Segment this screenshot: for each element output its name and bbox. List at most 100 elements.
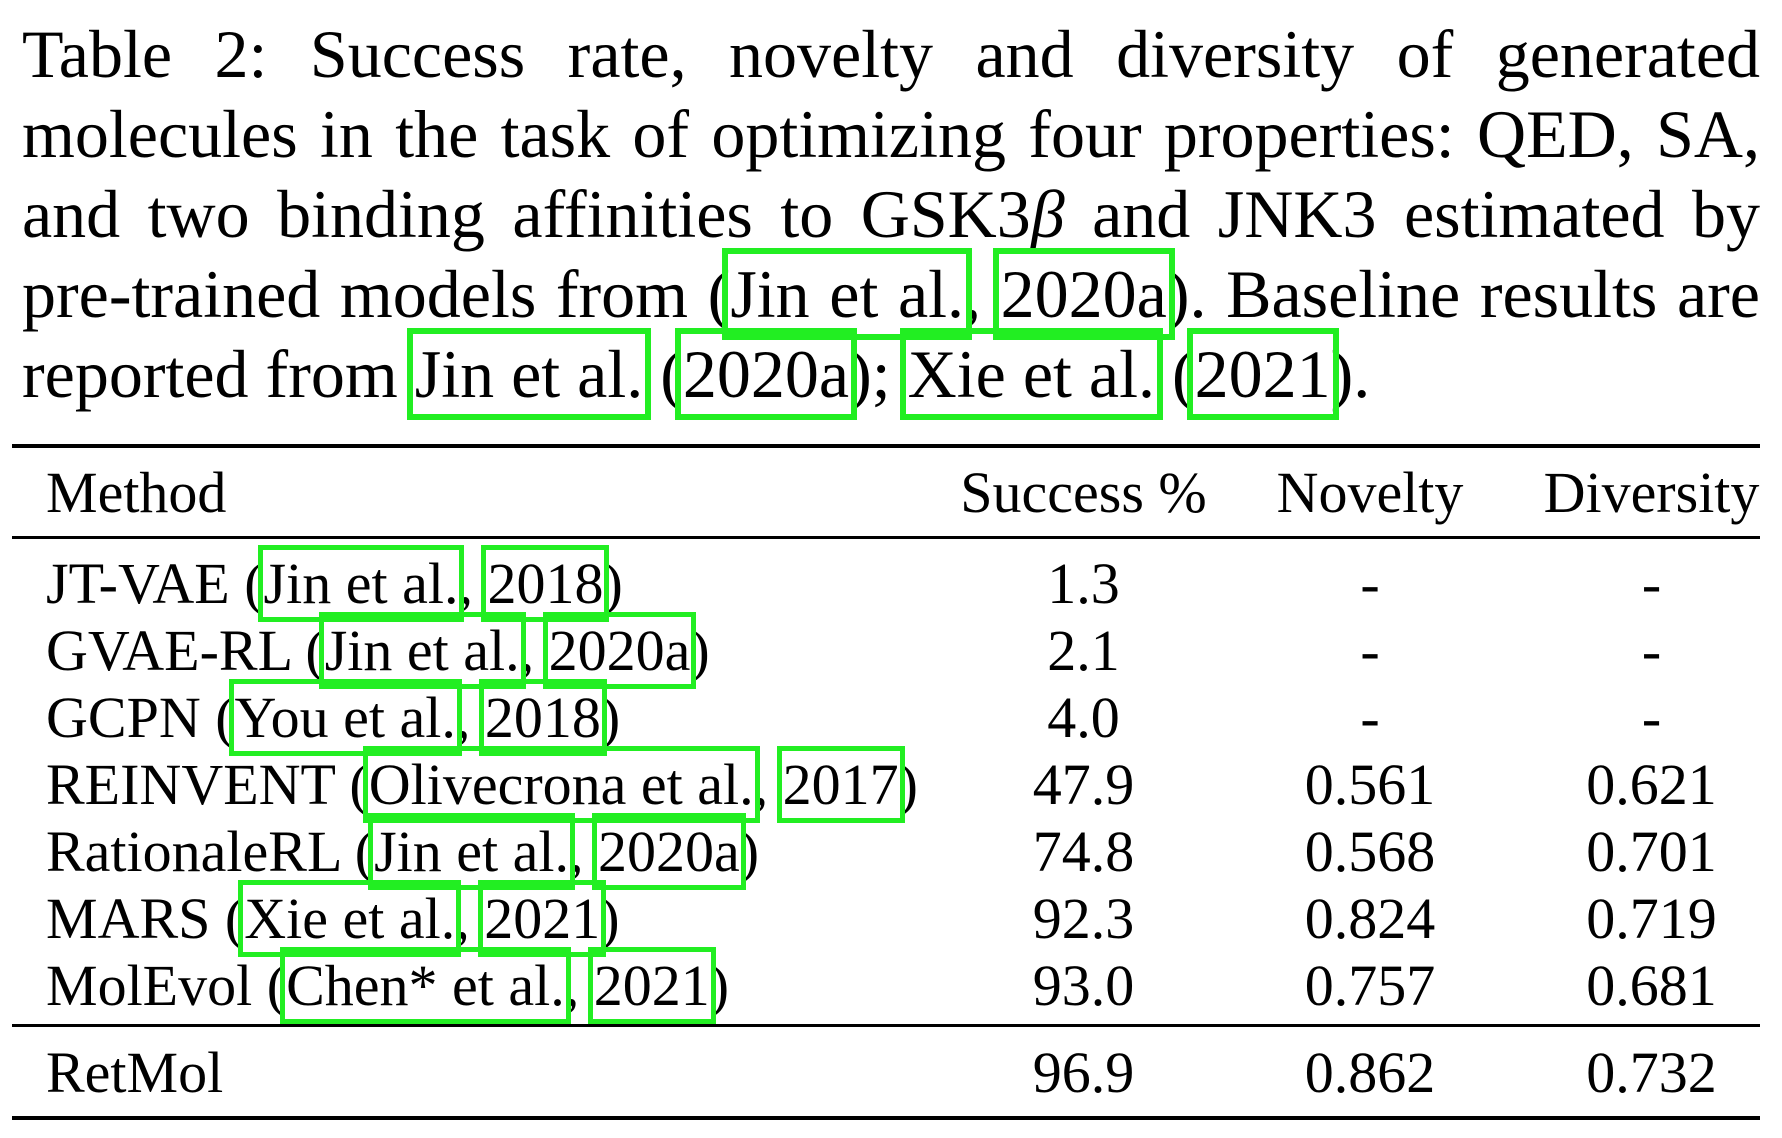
beta-symbol: β [1030,176,1065,252]
novelty-cell: - [1360,685,1380,750]
method-cell: GCPN (You et al., 2018) [12,679,936,756]
citation-open-paren: ( [340,819,375,884]
diversity-cell: 0.681 [1586,953,1717,1018]
results-table-body: JT-VAE (Jin et al., 2018) 1.3- - GVAE-RL (J… [12,545,1782,1024]
method-name: GCPN [46,685,201,750]
final-success: 96.9 [1032,1039,1135,1105]
citation-author-link[interactable]: Jin et al. [722,248,973,340]
citation-author-link[interactable]: Xie et al. [899,328,1163,420]
table-row: MolEvol (Chen* et al., 2021) 93.0 0.757 0.6… [12,947,1782,1024]
success-cell: 1.3 [1047,551,1120,616]
citation-close-paren: ) [600,886,620,951]
citation-separator: , [458,551,488,616]
novelty-cell: - [1360,551,1380,616]
citation-open-paren: ( [200,685,235,750]
header-row: Method Success % Novelty Diversity [12,454,1782,530]
final-diversity: 0.732 [1586,1039,1717,1105]
method-name: JT-VAE [46,551,230,616]
novelty-cell: 0.568 [1304,819,1436,884]
citation-open-paren: ( [643,336,683,412]
method-name: MARS [46,886,211,951]
diversity-cell: - [1641,685,1662,750]
method-cell: MolEvol (Chen* et al., 2021) [12,947,936,1024]
citation-open-paren: ( [229,551,264,616]
citation-year-link[interactable]: 2021 [478,880,607,957]
citation-author-link[interactable]: Jin et al. [257,545,465,622]
citation-close-paren: ) [690,618,710,683]
citation-author-link[interactable]: Jin et al. [368,813,575,890]
table-row: GVAE-RL (Jin et al., 2020a) 2.1 - - [12,612,1782,689]
final-novelty: 0.862 [1304,1039,1436,1105]
citation-author-link[interactable]: Chen* et al. [280,947,571,1024]
citation-separator: , [568,819,598,884]
caption-text-d: ); [849,336,908,412]
success-cell: 74.8 [1032,819,1135,884]
table-separator-rule [12,1024,1760,1027]
citation-year-link[interactable]: 2018 [481,545,610,622]
citation-year-link[interactable]: 2017 [776,746,905,823]
method-name: RationaleRL [46,819,341,884]
results-table: JT-VAE (Jin et al., 2018) 1.3- - GVAE-RL (J… [12,545,1782,1024]
citation-close-paren: ) [709,953,730,1018]
method-cell: GVAE-RL (Jin et al., 2020a) [12,612,936,689]
table-header-rule [12,536,1760,539]
citation-separator: , [519,618,549,683]
citation-year-link[interactable]: 2020a [674,328,858,420]
citation-separator: , [753,752,783,817]
diversity-cell: - [1641,551,1662,616]
final-method: RetMol [46,1039,224,1105]
diversity-cell: 0.719 [1586,886,1717,951]
citation-year-link[interactable]: 2020a [992,248,1175,340]
caption-text-c: ). Baseline results are reported from [22,256,1760,412]
table-row: MARS (Xie et al., 2021) 92.3 0.824 0.719 [12,880,1782,957]
citation-separator: , [455,886,485,951]
table-row: RationaleRL (Jin et al., 2020a) 74.8 0.568… [12,813,1782,890]
table-top-rule [12,444,1760,448]
citation-year-link[interactable]: 2021 [1186,328,1339,420]
citation-open-paren: ( [210,886,245,951]
header-success: Success % [960,459,1207,525]
diversity-cell: 0.701 [1586,819,1717,884]
method-cell: REINVENT (Olivecrona et al., 2017) [12,746,936,823]
method-name: REINVENT [46,752,335,817]
diversity-cell: 0.621 [1586,752,1717,817]
citation-author-link[interactable]: Jin et al. [406,328,652,420]
novelty-cell: - [1360,618,1380,683]
citation-open-paren: ( [1154,336,1195,412]
success-cell: 93.0 [1032,953,1135,1018]
method-cell: RationaleRL (Jin et al., 2020a) [12,813,936,890]
citation-separator: , [564,953,594,1018]
caption-label: Table 2: [22,16,268,92]
citation-author-link[interactable]: You et al. [228,679,462,756]
citation-year-link[interactable]: 2020a [542,612,697,689]
caption-text-e: ). [1330,336,1371,412]
citation-close-paren: ) [603,551,623,616]
method-cell: JT-VAE (Jin et al., 2018) [12,545,936,622]
citation-separator: , [964,256,1001,332]
final-result-table: RetMol 96.9 0.862 0.732 [12,1034,1782,1110]
header-novelty: Novelty [1276,459,1464,525]
citation-author-link[interactable]: Olivecrona et al. [362,746,760,823]
table-header: Method Success % Novelty Diversity [12,454,1782,530]
final-row: RetMol 96.9 0.862 0.732 [12,1034,1782,1110]
citation-author-link[interactable]: Xie et al. [238,880,462,957]
success-cell: 92.3 [1032,886,1135,951]
caption-text-b: and JNK3 estimated by pre-trained models… [22,176,1761,332]
citation-close-paren: ) [739,819,760,884]
table-row: REINVENT (Olivecrona et al., 2017) 47.9 0.… [12,746,1782,823]
citation-open-paren: ( [252,953,287,1018]
citation-author-link[interactable]: Jin et al. [318,612,526,689]
table-row: JT-VAE (Jin et al., 2018) 1.3 - - [12,545,1782,622]
table-bottom-rule [12,1116,1760,1120]
table-row: GCPN (You et al., 2018) 4.0 - - [12,679,1782,756]
method-name: MolEvol [46,953,253,1018]
success-cell: 47.9 [1032,752,1135,817]
citation-year-link[interactable]: 2020a [591,813,746,890]
novelty-cell: 0.757 [1304,953,1436,1018]
success-cell: 4.0 [1047,685,1120,750]
header-diversity: Diversity [1543,459,1760,525]
method-cell: MARS (Xie et al., 2021) [12,880,936,957]
citation-year-link[interactable]: 2018 [478,679,607,756]
header-method: Method [46,459,227,525]
citation-year-link[interactable]: 2021 [587,947,716,1024]
